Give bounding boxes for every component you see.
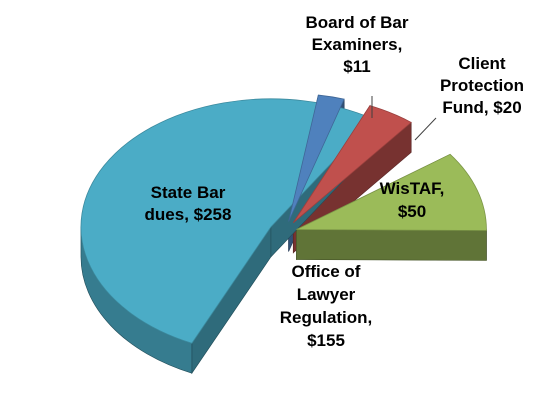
data-label-state-bar-dues: State Bar dues, $258 (145, 183, 232, 224)
data-label-office-of-lawyer-regulation: Office of Lawyer Regulation, $155 (280, 262, 373, 350)
data-label-client-protection-fund: Client Protection Fund, $20 (440, 54, 524, 117)
slice-wistaf (296, 153, 487, 231)
slice-board-of-bar-examiners (288, 94, 345, 222)
slice-wall (296, 229, 487, 261)
slice-state-bar-dues (80, 98, 375, 344)
slice-labels: State Bar dues, $258 Board of Bar Examiners… (145, 13, 525, 350)
leader-lines (371, 96, 437, 141)
data-label-board-of-bar-examiners: Board of Bar Examiners, $11 (306, 13, 409, 76)
slice-client-protection-fund (292, 105, 412, 224)
leader-line (414, 117, 437, 141)
data-label-wistaf: WisTAF, $50 (380, 179, 445, 221)
slice-tops (80, 94, 487, 344)
